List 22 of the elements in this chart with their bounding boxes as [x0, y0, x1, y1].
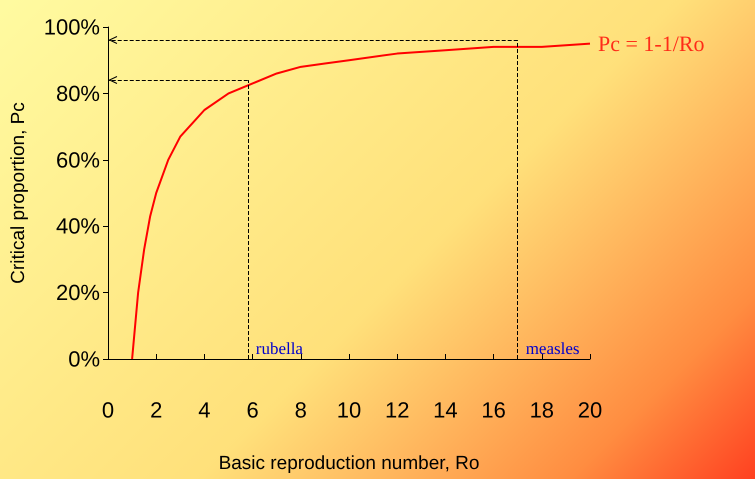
y-tick-label: 80% [56, 80, 100, 106]
y-axis-title: Critical proportion, Pc [8, 102, 29, 284]
ref-line-label: measles [526, 339, 580, 358]
x-tick-label: 0 [102, 398, 114, 422]
x-tick-label: 14 [433, 398, 458, 422]
ref-line-label: rubella [256, 339, 304, 358]
x-tick-label: 10 [336, 398, 362, 422]
y-tick-label: 100% [44, 14, 100, 40]
y-tick-label: 20% [56, 280, 100, 306]
y-tick-label: 0% [68, 346, 100, 372]
annotation: Pc = 1-1/Ro [598, 31, 705, 56]
y-tick-label: 60% [56, 147, 100, 172]
x-tick-label: 20 [578, 398, 602, 422]
x-tick-label: 4 [198, 398, 211, 422]
x-tick-label: 2 [150, 398, 162, 422]
y-tick-label: 40% [56, 214, 100, 239]
x-axis-title: Basic reproduction number, Ro [218, 453, 480, 474]
x-tick-label: 18 [530, 398, 554, 422]
x-tick-label: 6 [246, 398, 259, 422]
x-tick-label: 16 [481, 398, 506, 422]
x-tick-label: 8 [294, 398, 307, 422]
x-tick-label: 12 [384, 398, 410, 422]
